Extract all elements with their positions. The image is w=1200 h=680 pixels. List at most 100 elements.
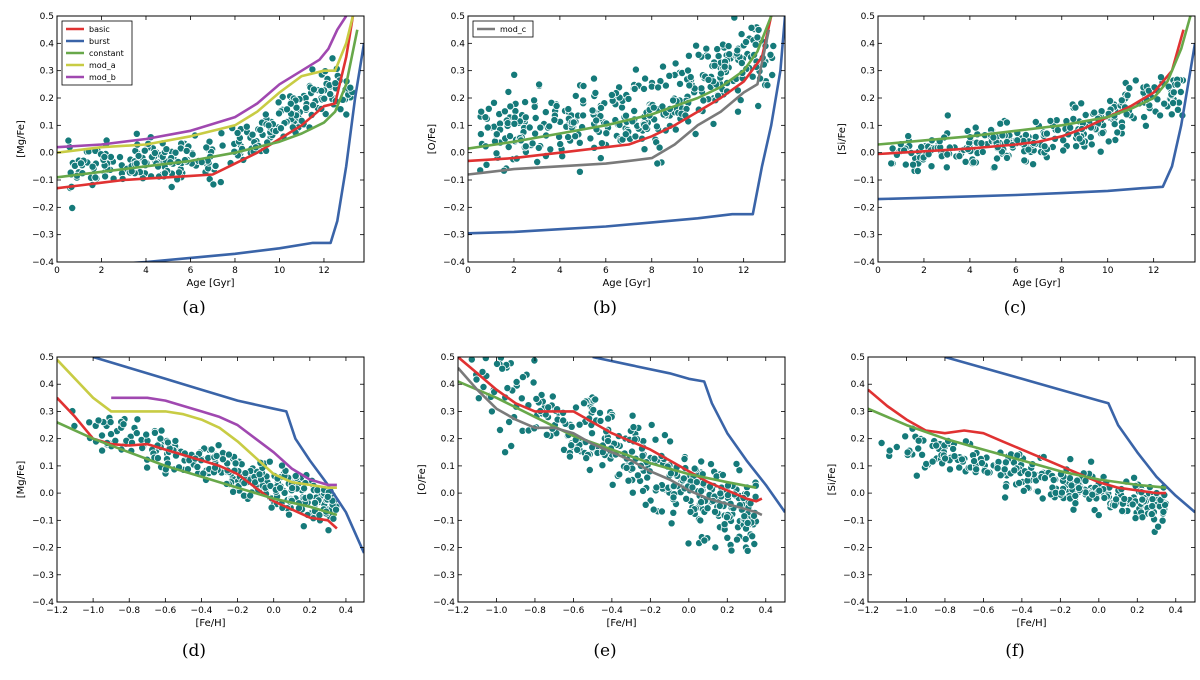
data-point — [592, 116, 601, 125]
data-point — [692, 478, 701, 487]
data-point — [212, 451, 221, 460]
data-point — [162, 145, 171, 154]
plot-frame — [467, 15, 786, 263]
data-point — [943, 150, 952, 159]
data-point — [171, 436, 180, 445]
data-point — [1111, 135, 1120, 144]
data-point — [276, 483, 285, 492]
data-point — [652, 122, 661, 131]
data-point — [209, 180, 218, 189]
data-point — [1049, 475, 1058, 484]
legend-box — [472, 20, 534, 38]
data-point — [641, 74, 650, 83]
data-point — [1147, 510, 1156, 519]
x-tick-label: 8 — [232, 266, 238, 276]
data-point — [1176, 88, 1185, 97]
data-point — [532, 394, 541, 403]
legend-label-basic: basic — [89, 25, 110, 34]
x-tick-label: 0.0 — [267, 606, 282, 616]
data-point — [649, 505, 658, 514]
data-point — [1065, 474, 1074, 483]
data-point — [669, 96, 678, 105]
data-point — [607, 91, 616, 100]
data-point — [651, 435, 660, 444]
data-point — [150, 148, 159, 157]
data-point — [483, 123, 492, 132]
y-axis-label: [O/Fe] — [417, 464, 428, 494]
y-tick-label: 0.2 — [451, 94, 465, 104]
y-tick-label: 0.0 — [40, 149, 55, 159]
data-point — [567, 441, 576, 450]
x-tick-label: −0.2 — [227, 606, 249, 616]
data-point — [608, 480, 617, 489]
data-point — [1173, 105, 1182, 114]
data-point — [588, 429, 597, 438]
data-point — [914, 444, 923, 453]
data-point — [299, 522, 308, 531]
data-point — [733, 46, 742, 55]
data-point — [622, 111, 631, 120]
series-line-constant — [868, 407, 1167, 489]
data-point — [996, 471, 1005, 480]
data-point — [216, 178, 225, 187]
series-line-mod_b — [111, 396, 337, 487]
x-tick-label: −0.2 — [1049, 606, 1071, 616]
y-tick-label: 0.3 — [40, 67, 54, 77]
data-point — [278, 93, 287, 102]
data-point — [661, 81, 670, 90]
data-point — [993, 154, 1002, 163]
data-point — [978, 147, 987, 156]
data-point — [1020, 156, 1029, 165]
data-point — [1098, 128, 1107, 137]
data-point — [597, 139, 606, 148]
y-tick-label: −0.2 — [853, 203, 875, 213]
data-point — [1040, 474, 1049, 483]
data-point — [652, 483, 661, 492]
data-point — [971, 123, 980, 132]
data-point — [653, 159, 662, 168]
data-point — [142, 430, 151, 439]
series-line-mod_a — [57, 16, 355, 154]
data-point — [734, 107, 743, 116]
data-point — [1118, 122, 1127, 131]
data-point — [724, 42, 733, 51]
data-point — [901, 432, 910, 441]
data-point — [324, 526, 333, 535]
data-point — [329, 514, 338, 523]
data-point — [579, 96, 588, 105]
data-point — [134, 151, 143, 160]
data-point — [1158, 516, 1167, 525]
y-tick-label: 0.3 — [40, 407, 54, 417]
legend-label-constant: constant — [89, 49, 124, 58]
data-point — [1117, 96, 1126, 105]
data-point — [242, 122, 251, 131]
data-point — [1090, 506, 1099, 515]
data-point — [723, 533, 732, 542]
x-tick-label: 12 — [1148, 266, 1159, 276]
panel-e: −1.2 −1.0 −0.8 −0.6 −0.4 −0.2 0.0 0.2 0.4 −0.4 −0.… — [417, 353, 786, 661]
data-point — [932, 441, 941, 450]
plot-frame — [457, 356, 786, 603]
y-tick-label: 0.5 — [861, 12, 875, 22]
data-point — [640, 84, 649, 93]
data-point — [628, 447, 637, 456]
data-point — [1087, 140, 1096, 149]
data-point — [525, 123, 534, 132]
data-point — [100, 152, 109, 161]
data-point — [229, 487, 238, 496]
x-tick-label: −0.4 — [1011, 606, 1033, 616]
data-point — [892, 442, 901, 451]
y-tick-label: 0.2 — [851, 435, 865, 445]
data-point — [342, 110, 351, 119]
data-point — [91, 173, 100, 182]
x-tick-label: −0.4 — [601, 606, 623, 616]
data-point — [1001, 458, 1010, 467]
data-point — [591, 395, 600, 404]
data-point — [983, 468, 992, 477]
data-point — [478, 367, 487, 376]
data-point — [714, 52, 723, 61]
series-line-constant — [458, 380, 757, 489]
x-tick-label: 0.0 — [682, 606, 697, 616]
y-tick-label: −0.4 — [853, 258, 875, 268]
